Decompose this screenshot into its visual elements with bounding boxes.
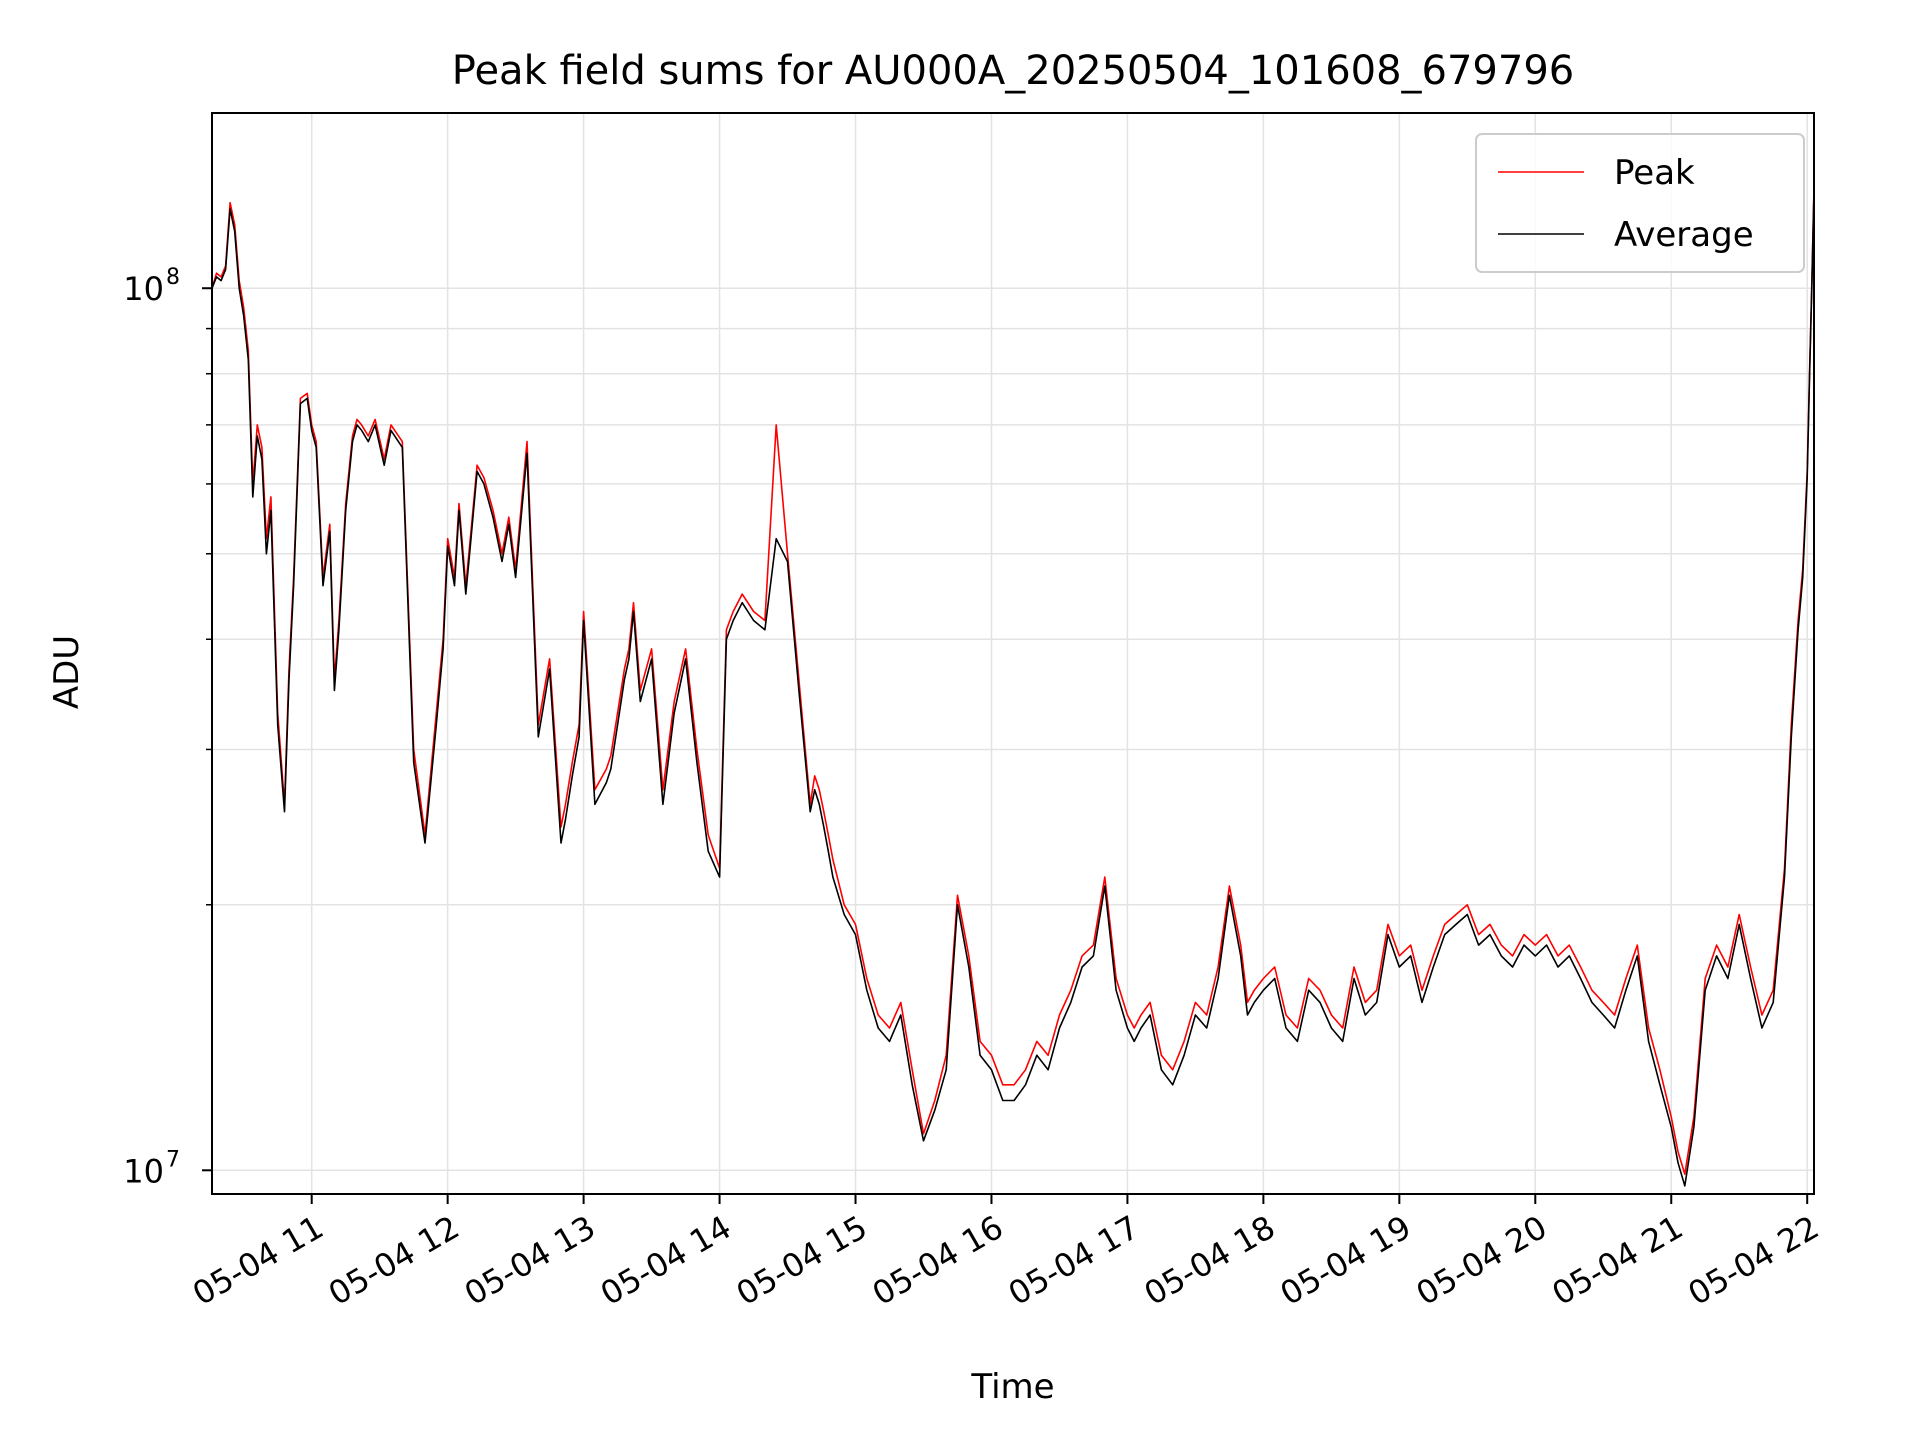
y-tick-base: 10 <box>123 1152 164 1190</box>
legend-label-peak: Peak <box>1614 153 1695 193</box>
legend-box <box>1475 133 1805 273</box>
y-tick-label: 10 <box>123 1152 164 1190</box>
series-line-peak <box>211 187 1815 1175</box>
y-tick-exponent: 7 <box>166 1147 180 1172</box>
legend-label-average: Average <box>1614 215 1754 255</box>
series-line-average <box>211 190 1815 1187</box>
grid <box>212 113 1814 1194</box>
plot-frame <box>211 112 1815 1195</box>
series-layer <box>211 187 1815 1187</box>
legend: Peak Average <box>1475 133 1805 273</box>
y-tick-label: 10 <box>123 270 164 308</box>
y-tick-exponent: 8 <box>166 265 180 290</box>
x-axis-label: Time <box>970 1367 1054 1407</box>
chart-title: Peak field sums for AU000A_20250504_1016… <box>452 48 1574 94</box>
y-axis-label: ADU <box>47 635 87 709</box>
y-tick-base: 10 <box>123 270 164 308</box>
